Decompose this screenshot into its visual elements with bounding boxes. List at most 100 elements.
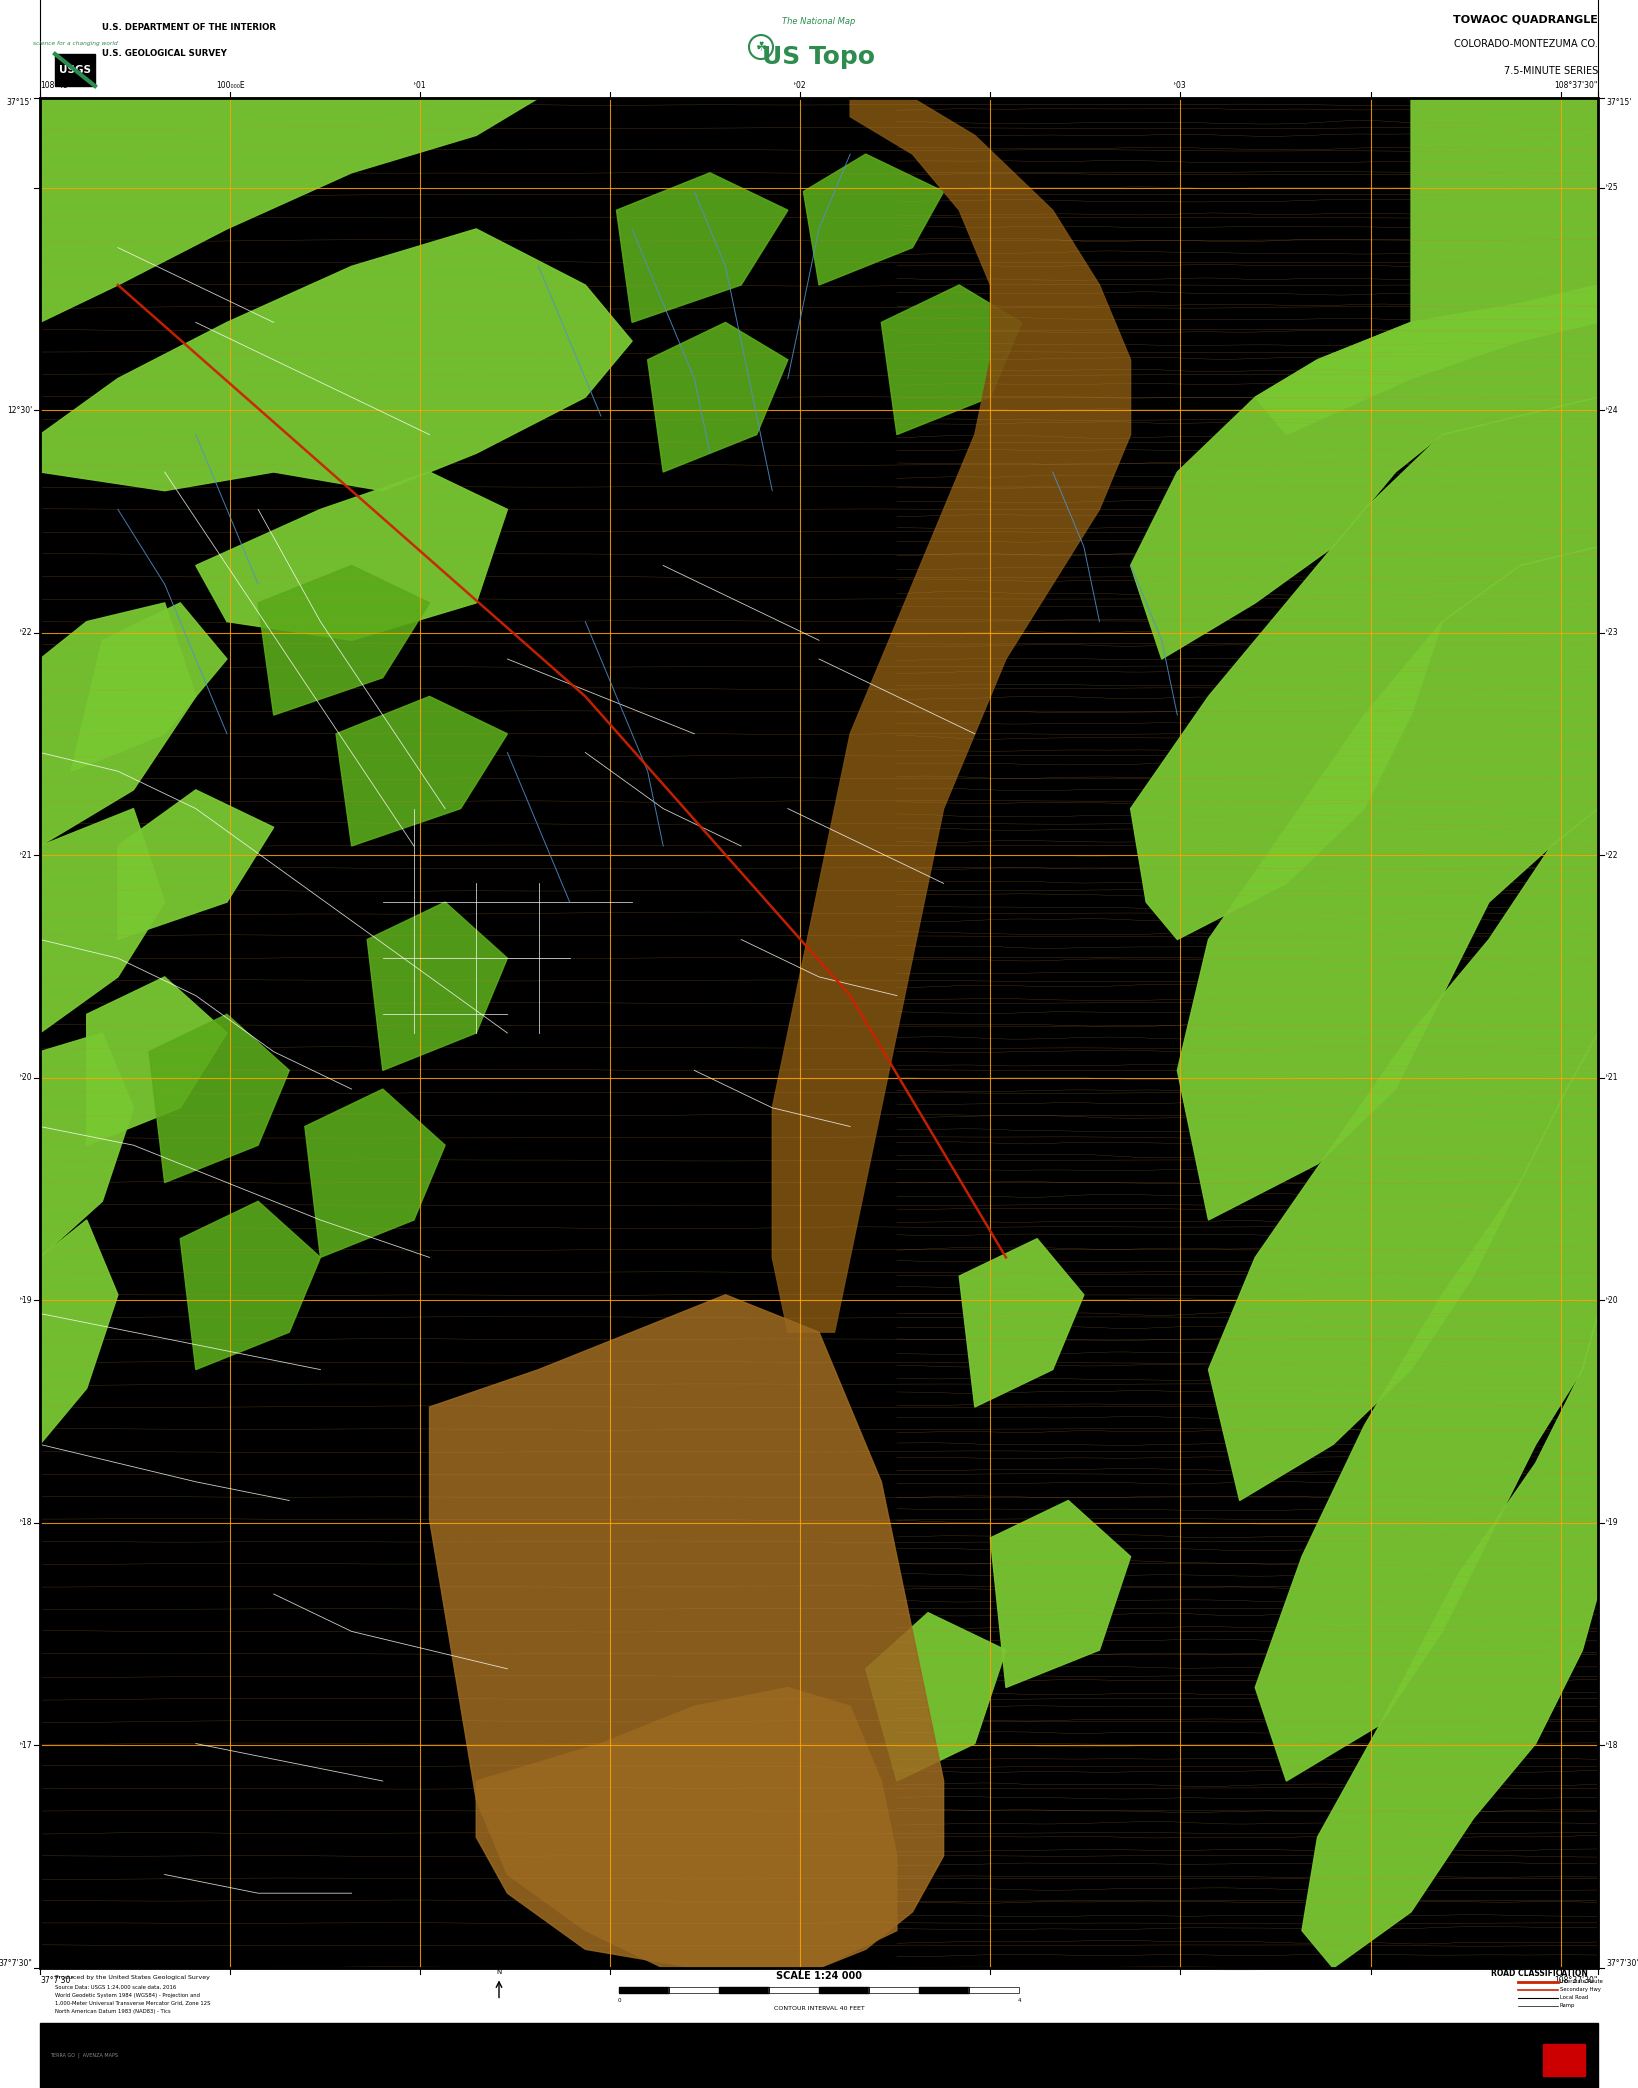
Polygon shape (881, 284, 1022, 434)
Bar (1543, 2044, 1586, 2075)
Polygon shape (1209, 808, 1599, 1501)
Text: TERRA GO  |  AVENZA MAPS: TERRA GO | AVENZA MAPS (51, 2053, 118, 2059)
Polygon shape (771, 98, 1130, 1332)
Polygon shape (149, 1015, 290, 1182)
Bar (970, 1988, 1019, 1994)
Text: ʰ20: ʰ20 (20, 1073, 33, 1082)
Polygon shape (991, 1501, 1130, 1687)
Text: U.S. GEOLOGICAL SURVEY: U.S. GEOLOGICAL SURVEY (102, 50, 228, 58)
Text: ʰ19: ʰ19 (20, 1297, 33, 1305)
Bar (870, 1988, 919, 1994)
Text: 37°15': 37°15' (7, 98, 33, 106)
Polygon shape (39, 1034, 133, 1257)
Text: 12°30': 12°30' (7, 405, 33, 416)
Polygon shape (39, 808, 165, 1034)
Polygon shape (197, 472, 508, 641)
Polygon shape (477, 1687, 898, 1969)
Polygon shape (39, 98, 539, 322)
Text: ʰ21: ʰ21 (20, 850, 33, 860)
Bar (919, 1988, 970, 1994)
Bar (39, 98, 1599, 1969)
Polygon shape (259, 566, 429, 714)
Text: 100₀₀₀E: 100₀₀₀E (216, 81, 244, 90)
Bar (719, 1988, 768, 1994)
Text: The National Map: The National Map (783, 17, 855, 25)
Polygon shape (39, 603, 197, 846)
Text: ʰ22: ʰ22 (1605, 850, 1618, 860)
Text: CONTOUR INTERVAL 40 FEET: CONTOUR INTERVAL 40 FEET (773, 2007, 865, 2011)
Text: U.S. DEPARTMENT OF THE INTERIOR: U.S. DEPARTMENT OF THE INTERIOR (102, 23, 275, 31)
Text: ʰ18: ʰ18 (20, 1518, 33, 1528)
Text: 4: 4 (1017, 1998, 1020, 2002)
Text: ʰ18: ʰ18 (1605, 1741, 1618, 1750)
Text: ʰ01: ʰ01 (414, 81, 426, 90)
Text: science for a changing world: science for a changing world (33, 42, 118, 46)
Bar (870, 1988, 919, 1994)
Bar (39, 98, 1599, 1969)
Text: 37°7'30": 37°7'30" (39, 1975, 74, 1986)
Bar (819, 1988, 870, 1994)
Bar (619, 1988, 668, 1994)
Text: USGS: USGS (59, 65, 92, 75)
Polygon shape (1255, 284, 1599, 434)
Bar (668, 1988, 719, 1994)
Polygon shape (1178, 547, 1599, 1219)
Text: Secondary Hwy: Secondary Hwy (1559, 1988, 1600, 1992)
Text: Local Road: Local Road (1559, 1994, 1589, 2000)
Polygon shape (305, 1090, 446, 1257)
Polygon shape (180, 1201, 321, 1370)
Polygon shape (39, 1219, 118, 1445)
Polygon shape (367, 902, 508, 1071)
Text: 7.5-MINUTE SERIES: 7.5-MINUTE SERIES (1504, 65, 1599, 75)
Text: SCALE 1:24 000: SCALE 1:24 000 (776, 1971, 862, 1982)
Text: Produced by the United States Geological Survey: Produced by the United States Geological… (56, 1975, 210, 1979)
Text: 37°7'30": 37°7'30" (1605, 1959, 1638, 1969)
Bar (39, 2023, 1599, 2088)
Polygon shape (960, 1238, 1084, 1407)
Polygon shape (867, 1612, 1006, 1781)
Bar (919, 1988, 970, 1994)
Text: N: N (496, 1969, 501, 1975)
Text: 37°15': 37°15' (1605, 98, 1631, 106)
Polygon shape (1130, 397, 1599, 940)
Text: 108°37'30": 108°37'30" (1554, 81, 1599, 90)
Polygon shape (1130, 284, 1599, 660)
Polygon shape (1255, 1034, 1599, 1781)
Text: ʰ20: ʰ20 (1605, 1297, 1618, 1305)
Text: ʰ19: ʰ19 (1605, 1518, 1618, 1528)
Text: ʰ21: ʰ21 (1605, 1073, 1618, 1082)
Text: ʰ17: ʰ17 (20, 1741, 33, 1750)
Text: 37°7'30": 37°7'30" (0, 1959, 33, 1969)
Text: Interstate Route: Interstate Route (1559, 1979, 1604, 1984)
Text: ROAD CLASSIFICATION: ROAD CLASSIFICATION (1491, 1969, 1587, 1977)
Text: North American Datum 1983 (NAD83) - Tics: North American Datum 1983 (NAD83) - Tics (56, 2009, 170, 2015)
Bar (768, 1988, 819, 1994)
Polygon shape (70, 603, 228, 770)
Text: COLORADO-MONTEZUMA CO.: COLORADO-MONTEZUMA CO. (1455, 40, 1599, 50)
Text: ʰ22: ʰ22 (20, 628, 33, 637)
Text: 1,000-Meter Universal Transverse Mercator Grid, Zone 12S: 1,000-Meter Universal Transverse Mercato… (56, 2000, 211, 2007)
Text: 0: 0 (618, 1998, 621, 2002)
Text: ʰ03: ʰ03 (1174, 81, 1188, 90)
Bar (768, 1988, 819, 1994)
Text: ʰ24: ʰ24 (1605, 405, 1618, 416)
Text: US Topo: US Topo (763, 44, 875, 69)
Polygon shape (616, 173, 788, 322)
Text: Source Data: USGS 1:24,000 scale data, 2016: Source Data: USGS 1:24,000 scale data, 2… (56, 1986, 177, 1990)
Bar (668, 1988, 719, 1994)
Polygon shape (429, 1295, 943, 1969)
Polygon shape (647, 322, 788, 472)
Bar (719, 1988, 768, 1994)
Polygon shape (803, 155, 943, 284)
Text: ʰ25: ʰ25 (1605, 184, 1618, 192)
Text: 108°37'30": 108°37'30" (1554, 1975, 1599, 1986)
Text: Ramp: Ramp (1559, 2002, 1576, 2009)
Polygon shape (87, 977, 228, 1144)
Text: ʰ02: ʰ02 (794, 81, 806, 90)
Bar (819, 1988, 870, 1994)
Text: ☘: ☘ (755, 40, 767, 54)
Bar (619, 1988, 668, 1994)
Text: ʰ23: ʰ23 (1605, 628, 1618, 637)
Text: 108°45': 108°45' (39, 81, 70, 90)
Polygon shape (1410, 98, 1599, 322)
